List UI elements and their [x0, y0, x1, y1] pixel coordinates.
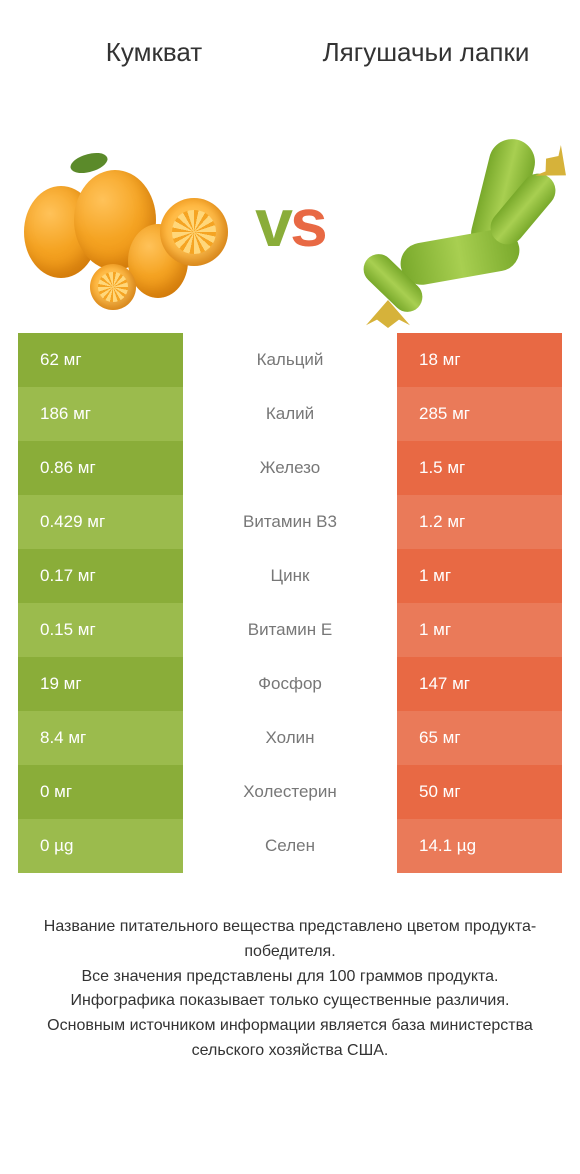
left-value-cell: 0 µg: [18, 819, 183, 873]
left-value-cell: 0.15 мг: [18, 603, 183, 657]
right-value-cell: 147 мг: [397, 657, 562, 711]
left-value-cell: 19 мг: [18, 657, 183, 711]
left-value-cell: 8.4 мг: [18, 711, 183, 765]
right-value-cell: 1.2 мг: [397, 495, 562, 549]
nutrient-label-cell: Калий: [183, 387, 397, 441]
nutrient-label-cell: Железо: [183, 441, 397, 495]
left-product-image: [20, 128, 220, 318]
right-value-cell: 1 мг: [397, 603, 562, 657]
left-value-cell: 186 мг: [18, 387, 183, 441]
table-row: 62 мгКальций18 мг: [18, 333, 562, 387]
table-row: 186 мгКалий285 мг: [18, 387, 562, 441]
table-row: 0.86 мгЖелезо1.5 мг: [18, 441, 562, 495]
left-value-cell: 0 мг: [18, 765, 183, 819]
right-value-cell: 285 мг: [397, 387, 562, 441]
footnote-line: Все значения представлены для 100 граммо…: [22, 965, 558, 990]
comparison-table: 62 мгКальций18 мг186 мгКалий285 мг0.86 м…: [18, 333, 562, 873]
table-row: 8.4 мгХолин65 мг: [18, 711, 562, 765]
left-value-cell: 0.429 мг: [18, 495, 183, 549]
right-product-title: Лягушачьи лапки: [290, 38, 562, 68]
left-value-cell: 62 мг: [18, 333, 183, 387]
table-row: 0 мгХолестерин50 мг: [18, 765, 562, 819]
footnotes: Название питательного вещества представл…: [18, 915, 562, 1064]
footnote-line: Основным источником информации является …: [22, 1014, 558, 1064]
left-product-title: Кумкват: [18, 38, 290, 68]
right-value-cell: 1 мг: [397, 549, 562, 603]
nutrient-label-cell: Холестерин: [183, 765, 397, 819]
right-value-cell: 65 мг: [397, 711, 562, 765]
nutrient-label-cell: Селен: [183, 819, 397, 873]
right-value-cell: 1.5 мг: [397, 441, 562, 495]
vs-label: vs: [255, 184, 325, 262]
nutrient-label-cell: Холин: [183, 711, 397, 765]
left-value-cell: 0.17 мг: [18, 549, 183, 603]
vs-letter-s: s: [290, 185, 325, 261]
comparison-header: Кумкват Лягушачьи лапки: [18, 8, 562, 98]
right-value-cell: 14.1 µg: [397, 819, 562, 873]
nutrient-label-cell: Витамин E: [183, 603, 397, 657]
table-row: 0.429 мгВитамин B31.2 мг: [18, 495, 562, 549]
table-row: 0.17 мгЦинк1 мг: [18, 549, 562, 603]
footnote-line: Инфографика показывает только существенн…: [22, 989, 558, 1014]
left-value-cell: 0.86 мг: [18, 441, 183, 495]
nutrient-label-cell: Фосфор: [183, 657, 397, 711]
footnote-line: Название питательного вещества представл…: [22, 915, 558, 965]
nutrient-label-cell: Витамин B3: [183, 495, 397, 549]
table-row: 0 µgСелен14.1 µg: [18, 819, 562, 873]
product-images-row: vs: [18, 113, 562, 333]
right-product-image: [360, 128, 560, 318]
table-row: 0.15 мгВитамин E1 мг: [18, 603, 562, 657]
right-value-cell: 18 мг: [397, 333, 562, 387]
nutrient-label-cell: Кальций: [183, 333, 397, 387]
right-value-cell: 50 мг: [397, 765, 562, 819]
table-row: 19 мгФосфор147 мг: [18, 657, 562, 711]
nutrient-label-cell: Цинк: [183, 549, 397, 603]
vs-letter-v: v: [255, 185, 290, 261]
